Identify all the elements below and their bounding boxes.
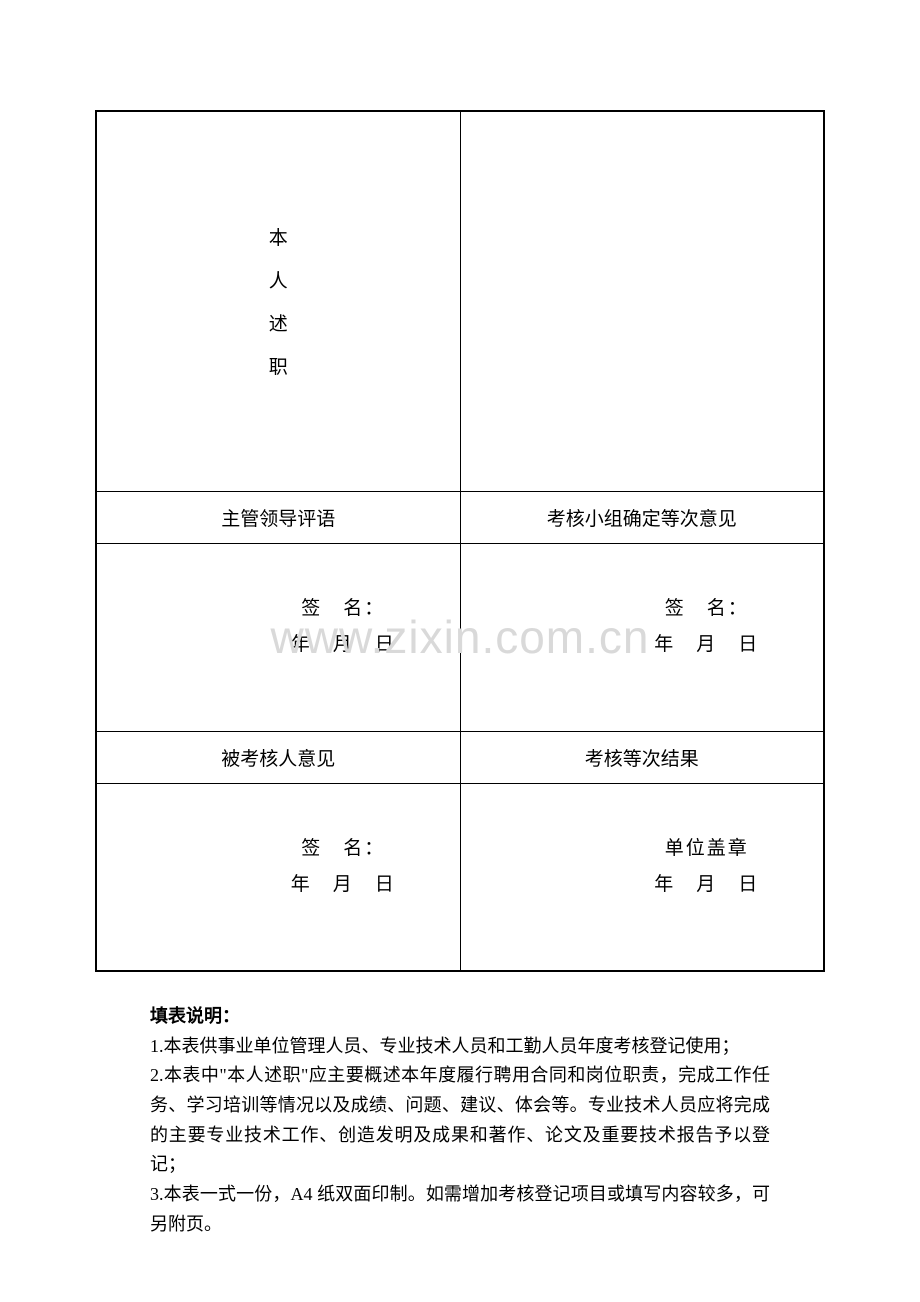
assessee-header: 被考核人意见 xyxy=(96,731,460,783)
supervisor-sig-cell: 签 名： 年 月 日 xyxy=(96,543,460,731)
self-report-content xyxy=(460,111,824,491)
notes-item: 1.本表供事业单位管理人员、专业技术人员和工勤人员年度考核登记使用； xyxy=(150,1032,770,1062)
page-container: www.zixin.com.cn 本 人 述 职 主管领导评语 考核小组确定等次… xyxy=(0,0,920,1302)
notes-item: 2.本表中"本人述职"应主要概述本年度履行聘用合同和岗位职责，完成工作任务、学习… xyxy=(150,1061,770,1180)
label-char: 述 xyxy=(269,309,288,336)
result-sig-cell: 单位盖章 年 月 日 xyxy=(460,783,824,971)
signature-block: 签 名： 年 月 日 xyxy=(97,831,460,903)
label-char: 本 xyxy=(269,223,288,250)
result-header: 考核等次结果 xyxy=(460,731,824,783)
supervisor-header: 主管领导评语 xyxy=(96,491,460,543)
signature-block: 签 名： 年 月 日 xyxy=(461,591,824,663)
notes-section: 填表说明： 1.本表供事业单位管理人员、专业技术人员和工勤人员年度考核登记使用；… xyxy=(95,1002,825,1240)
signature-block: 单位盖章 年 月 日 xyxy=(461,831,824,903)
assessment-group-sig-cell: 签 名： 年 月 日 xyxy=(460,543,824,731)
self-report-label: 本 人 述 职 xyxy=(97,112,460,491)
date-label: 年 月 日 xyxy=(591,867,824,903)
form-table: 本 人 述 职 主管领导评语 考核小组确定等次意见 签 名： 年 月 日 xyxy=(95,110,825,972)
notes-item: 3.本表一式一份，A4 纸双面印制。如需增加考核登记项目或填写内容较多，可另附页… xyxy=(150,1180,770,1239)
date-label: 年 月 日 xyxy=(591,627,824,663)
signature-block: 签 名： 年 月 日 xyxy=(97,591,460,663)
sign-label: 签 名： xyxy=(227,591,460,627)
sign-label: 签 名： xyxy=(591,591,824,627)
assessment-group-header: 考核小组确定等次意见 xyxy=(460,491,824,543)
label-char: 人 xyxy=(269,266,288,293)
assessee-sig-cell: 签 名： 年 月 日 xyxy=(96,783,460,971)
date-label: 年 月 日 xyxy=(227,627,460,663)
label-char: 职 xyxy=(269,352,288,379)
date-label: 年 月 日 xyxy=(227,867,460,903)
sign-label: 签 名： xyxy=(227,831,460,867)
self-report-label-cell: 本 人 述 职 xyxy=(96,111,460,491)
stamp-label: 单位盖章 xyxy=(591,831,824,867)
notes-title: 填表说明： xyxy=(150,1002,770,1032)
